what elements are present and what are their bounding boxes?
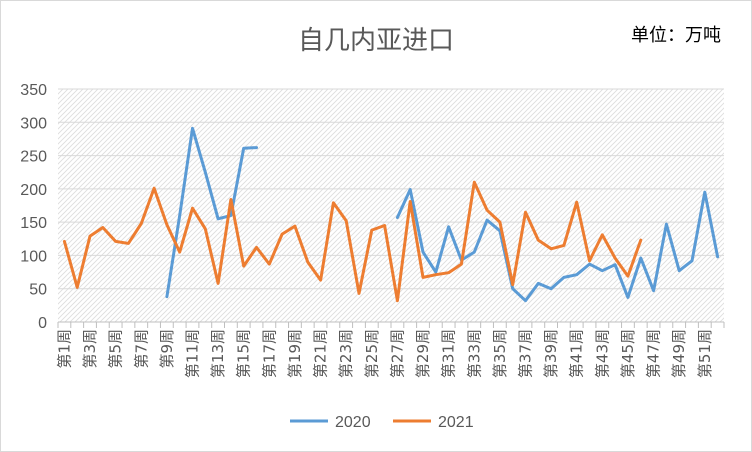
legend-label-2021: 2021 xyxy=(438,414,474,431)
legend: 2020 2021 xyxy=(290,414,474,431)
x-tick-label: 第47周 xyxy=(645,329,663,378)
y-tick-label: 100 xyxy=(20,248,47,265)
x-tick-label: 第49周 xyxy=(670,329,688,378)
series-line-2021 xyxy=(62,180,643,303)
y-tick-label: 300 xyxy=(20,115,47,132)
x-tick-label: 第27周 xyxy=(388,329,406,378)
x-tick-label: 第39周 xyxy=(542,329,560,378)
y-tick-label: 150 xyxy=(20,215,47,232)
x-tick-label: 第17周 xyxy=(260,329,278,378)
y-tick-label: 250 xyxy=(20,149,47,166)
x-tick-label: 第51周 xyxy=(696,329,714,378)
series-lines xyxy=(62,126,720,303)
x-tick-label: 第25周 xyxy=(363,329,381,378)
y-tick-label: 50 xyxy=(29,282,47,299)
x-axis: 第1周 第3周 第5周 第7周 第9周 第11周 第13周 第15周 第17周 第19周 第21周第… xyxy=(55,321,725,378)
x-tick-label: 第15周 xyxy=(235,329,253,378)
x-tick-label: 第7周 xyxy=(132,329,150,369)
x-tick-label: 第31周 xyxy=(440,329,458,378)
y-tick-label: 200 xyxy=(20,182,47,199)
x-tick-label: 第41周 xyxy=(568,329,586,378)
x-tick-label: 第43周 xyxy=(593,329,611,378)
x-tick-label: 第1周 xyxy=(55,329,73,369)
y-axis: 0 50 100 150 200 250 300 350 xyxy=(20,82,47,332)
x-tick-label: 第37周 xyxy=(516,329,534,378)
x-tick-label: 第33周 xyxy=(465,329,483,378)
series-line-2020 xyxy=(165,126,720,303)
x-tick-label: 第19周 xyxy=(286,329,304,378)
unit-label: 单位：万吨 xyxy=(631,25,721,46)
y-tick-label: 0 xyxy=(38,315,47,332)
x-tick-label: 第21周 xyxy=(312,329,330,378)
x-tick-label: 第11周 xyxy=(183,329,201,378)
x-tick-label: 第13周 xyxy=(209,329,227,378)
x-tick-label: 第3周 xyxy=(81,329,99,369)
chart-title: 自几内亚进口 xyxy=(298,26,454,56)
x-tick-label: 第29周 xyxy=(414,329,432,378)
x-tick-label: 第23周 xyxy=(337,329,355,378)
x-tick-label: 第45周 xyxy=(619,329,637,378)
x-tick-label: 第5周 xyxy=(107,329,125,369)
x-tick-label: 第9周 xyxy=(158,329,176,369)
legend-label-2020: 2020 xyxy=(335,414,371,431)
y-tick-label: 350 xyxy=(20,82,47,99)
x-tick-label: 第35周 xyxy=(491,329,509,378)
